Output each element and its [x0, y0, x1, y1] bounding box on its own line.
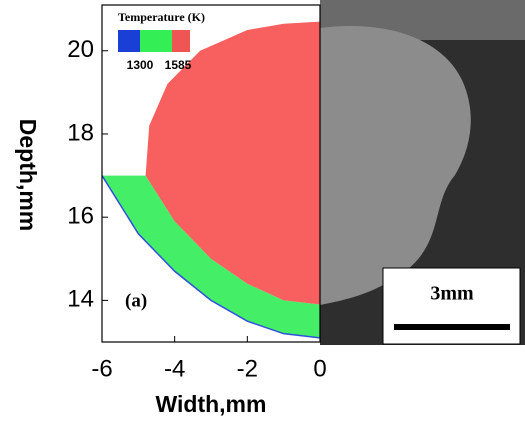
y-tick-label: 14 — [67, 286, 94, 313]
x-tick-label: -2 — [237, 355, 258, 382]
figure: 3mm Temperature (K) (a) Width,mm Depth,m… — [0, 0, 525, 426]
x-tick-label: -4 — [164, 355, 185, 382]
panel-label: (a) — [125, 290, 147, 311]
y-axis-label: Depth,mm — [15, 119, 41, 231]
colorbar-title: Temperature (K) — [118, 10, 205, 24]
colorbar-swatch — [140, 30, 172, 52]
scale-bar-label: 3mm — [430, 283, 474, 305]
y-tick-label: 20 — [67, 36, 94, 63]
colorbar-tick-label: 1300 — [127, 58, 154, 72]
y-tick-label: 18 — [67, 119, 94, 146]
y-tick-label: 16 — [67, 203, 94, 230]
colorbar-swatch — [172, 30, 190, 52]
x-axis-label: Width,mm — [156, 391, 267, 417]
micrograph: 3mm — [320, 0, 525, 345]
colorbar-tick-label: 1585 — [165, 58, 192, 72]
colorbar-swatch — [118, 30, 140, 52]
x-tick-label: -6 — [91, 355, 112, 382]
x-tick-label: 0 — [313, 355, 326, 382]
